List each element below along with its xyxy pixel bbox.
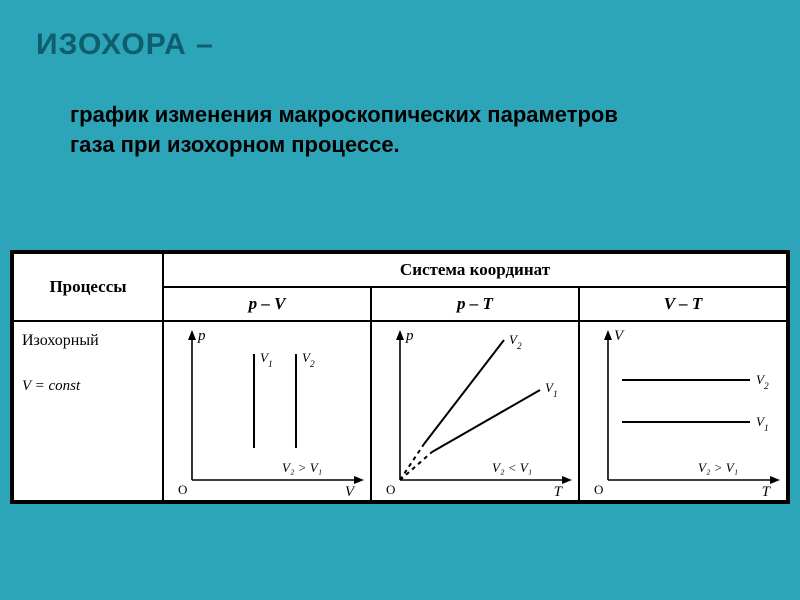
- process-cell: Изохорный V = const: [13, 321, 163, 501]
- process-name: Изохорный: [22, 332, 154, 350]
- col-header-system: Система координат: [163, 253, 787, 287]
- chart-pt-cell: p T O V2 V1 V₂ < V₁: [371, 321, 579, 501]
- axis-header-pt: p – T: [371, 287, 579, 321]
- svg-text:V₂ > V₁: V₂ > V₁: [698, 460, 738, 475]
- chart-pv: p V O V1 V2 V₂ > V₁: [164, 322, 372, 500]
- chart-pt: p T O V2 V1 V₂ < V₁: [372, 322, 580, 500]
- axis-header-vt: V – T: [579, 287, 787, 321]
- page-subtitle: график изменения макроскопических параме…: [70, 100, 650, 159]
- col-header-process: Процессы: [13, 253, 163, 321]
- coord-table-panel: Процессы Система координат p – V p – T V…: [10, 250, 790, 504]
- svg-text:V2: V2: [302, 350, 315, 370]
- svg-text:V1: V1: [756, 414, 769, 434]
- process-equation: V = const: [22, 378, 154, 395]
- svg-text:p: p: [197, 328, 206, 344]
- svg-text:p: p: [405, 328, 414, 344]
- svg-text:V2: V2: [509, 332, 522, 352]
- svg-text:V2: V2: [756, 372, 769, 392]
- table-row: Процессы Система координат: [13, 253, 787, 287]
- svg-text:V₂ > V₁: V₂ > V₁: [282, 460, 322, 475]
- svg-text:V: V: [614, 328, 625, 344]
- page-title: ИЗОХОРА –: [36, 28, 214, 62]
- svg-text:O: O: [594, 482, 603, 497]
- coord-table: Процессы Система координат p – V p – T V…: [12, 252, 788, 502]
- chart-vt: V T O V2 V1 V₂ > V₁: [580, 322, 788, 500]
- svg-text:T: T: [762, 484, 772, 500]
- svg-text:O: O: [178, 482, 187, 497]
- svg-text:O: O: [386, 482, 395, 497]
- svg-text:V1: V1: [545, 380, 558, 400]
- table-row: Изохорный V = const p V O V1 V2 V₂ > V₁ p T O V2…: [13, 321, 787, 501]
- axis-header-pv: p – V: [163, 287, 371, 321]
- svg-text:V₂ < V₁: V₂ < V₁: [492, 460, 532, 475]
- svg-text:V: V: [345, 484, 356, 500]
- svg-text:V1: V1: [260, 350, 273, 370]
- chart-vt-cell: V T O V2 V1 V₂ > V₁: [579, 321, 787, 501]
- svg-text:T: T: [554, 484, 564, 500]
- chart-pv-cell: p V O V1 V2 V₂ > V₁: [163, 321, 371, 501]
